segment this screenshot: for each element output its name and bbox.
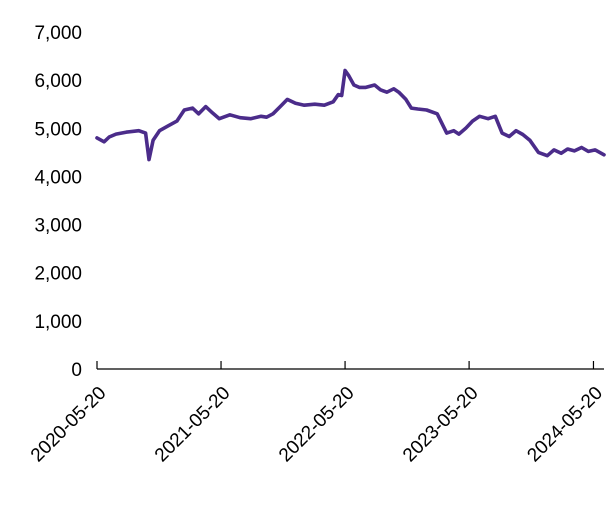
y-tick-label: 0 [71, 360, 82, 381]
y-tick-label: 6,000 [34, 71, 82, 92]
y-tick-label: 7,000 [34, 23, 82, 44]
x-tick-label: 2024-05-20 [523, 383, 607, 467]
y-axis: 0 1,000 2,000 3,000 4,000 5,000 6,000 7,000 [34, 23, 82, 381]
x-tick-label: 2020-05-20 [27, 383, 111, 467]
y-tick-label: 1,000 [34, 312, 82, 333]
x-tick-label: 2022-05-20 [275, 383, 359, 467]
x-axis: 2020-05-20 2021-05-20 2022-05-20 2023-05-20… [27, 361, 607, 466]
x-tick-label: 2021-05-20 [151, 383, 235, 467]
y-tick-label: 4,000 [34, 167, 82, 188]
series-layer [95, 68, 606, 162]
y-tick-label: 5,000 [34, 119, 82, 140]
y-tick-label: 2,000 [34, 264, 82, 285]
x-tick-label: 2023-05-20 [399, 383, 483, 467]
y-tick-label: 3,000 [34, 216, 82, 237]
series-line [95, 68, 606, 162]
